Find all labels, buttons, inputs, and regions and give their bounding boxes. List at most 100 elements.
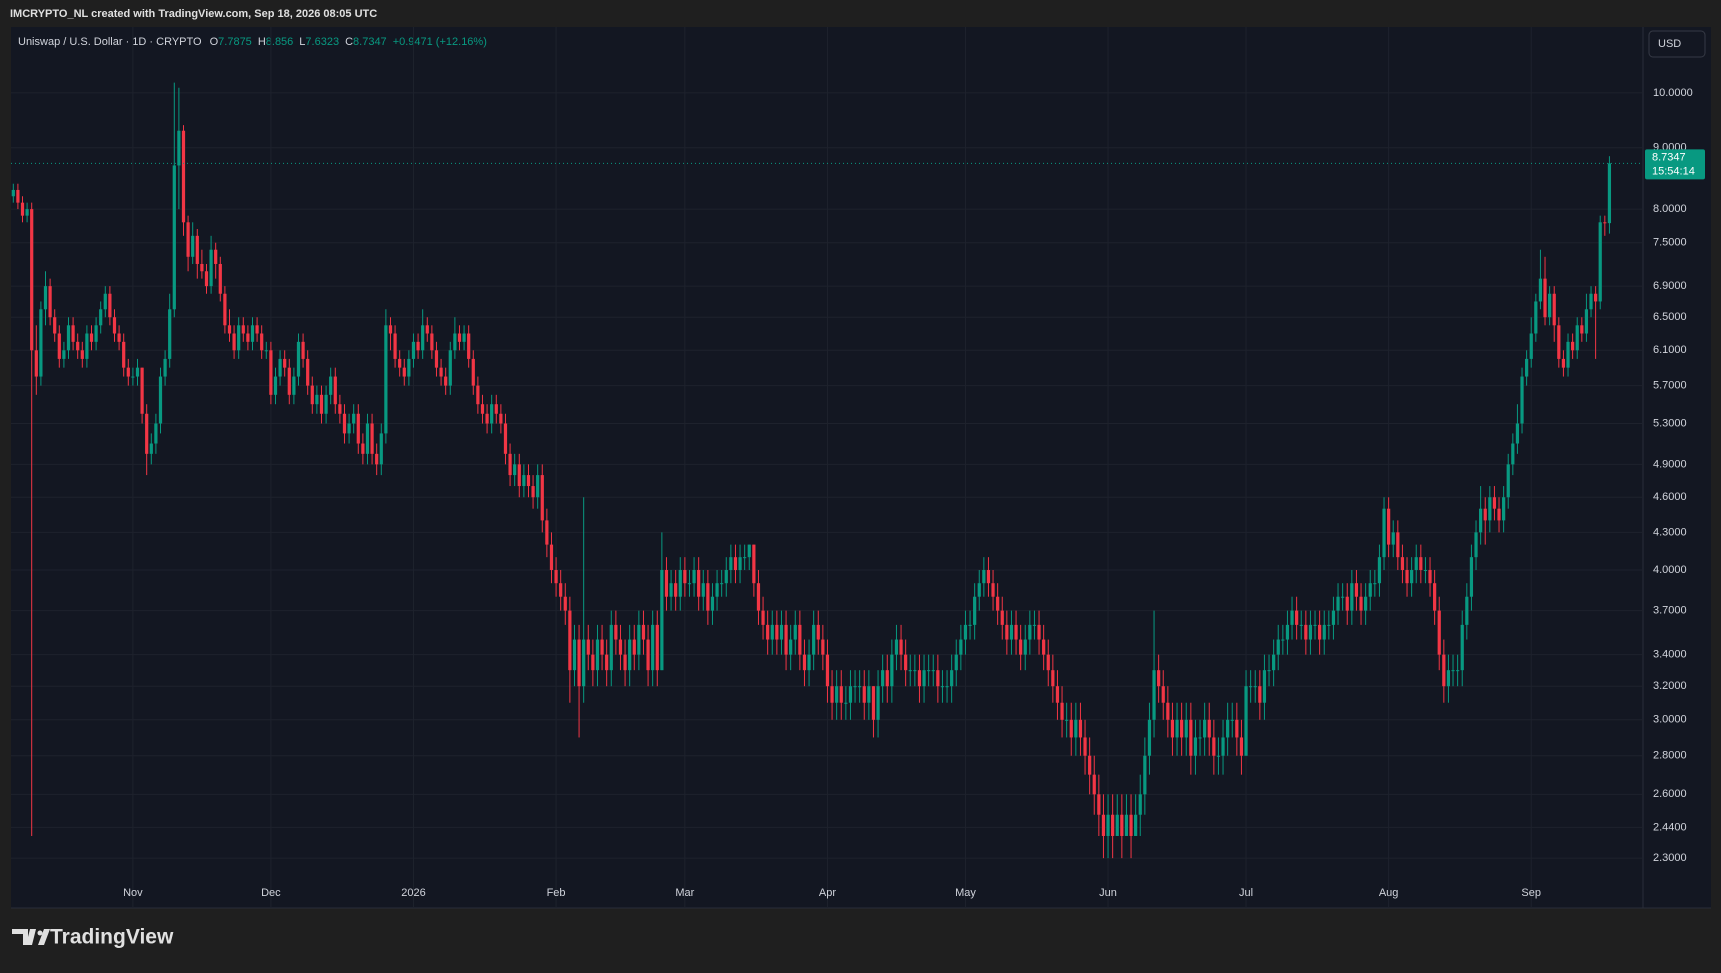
candle-body: [1331, 610, 1336, 625]
candle-body: [959, 639, 963, 655]
candle-body: [761, 610, 765, 625]
candle-body: [1492, 497, 1497, 509]
tv-logo: [12, 929, 50, 945]
ohlc-letter: L: [299, 36, 305, 48]
candle-body: [227, 325, 232, 334]
candle-body: [122, 341, 126, 368]
candle-body: [641, 624, 646, 640]
candle-body: [1419, 557, 1423, 571]
candle-body: [1157, 670, 1161, 687]
candle-body: [416, 341, 420, 351]
ohlc-value: 8.856: [266, 36, 294, 48]
candle-body: [1589, 293, 1593, 310]
candle-body: [885, 670, 889, 687]
candle-body: [471, 358, 475, 386]
candle-body: [867, 686, 871, 703]
candle-body: [1175, 719, 1179, 738]
candle-body: [1364, 596, 1368, 611]
candle-body: [1506, 464, 1510, 498]
candle-body: [232, 333, 236, 351]
x-tick-label: Jul: [1239, 887, 1253, 899]
candle-body: [444, 376, 448, 386]
candle-body: [209, 249, 213, 287]
candle-body: [1313, 624, 1317, 626]
candle-body: [1235, 719, 1239, 738]
candle-body: [1543, 278, 1547, 318]
candle-body: [1203, 719, 1207, 738]
candle-body: [1561, 358, 1566, 368]
candle-body: [1055, 686, 1060, 703]
candle-body: [1207, 719, 1211, 738]
candle-body: [319, 394, 324, 414]
ohlc-value: 7.6323: [305, 36, 339, 48]
candle-body: [963, 624, 968, 640]
x-tick-label: Dec: [261, 887, 281, 899]
candle-body: [1575, 325, 1579, 351]
candle-body: [591, 654, 595, 671]
symbol-legend: Uniswap / U.S. Dollar · 1D · CRYPTO O7.78…: [18, 36, 487, 48]
candle-body: [94, 325, 98, 342]
brand: TradingView: [50, 926, 174, 949]
candle-body: [1193, 737, 1198, 756]
candle-body: [1272, 654, 1276, 671]
candle-body: [623, 654, 627, 671]
candle-body: [16, 189, 20, 203]
candle-body: [660, 570, 664, 671]
candle-body: [586, 639, 590, 655]
candle-body: [296, 341, 301, 377]
candle-body: [1023, 639, 1027, 655]
candle-body: [448, 350, 452, 386]
candle-body: [1115, 814, 1119, 836]
candle-body: [490, 404, 494, 424]
candle-body: [1400, 557, 1405, 571]
candle-body: [752, 544, 756, 584]
candle-body: [1318, 624, 1322, 640]
candle-body: [1000, 610, 1004, 625]
candle-body: [1088, 755, 1092, 775]
candle-body: [1147, 719, 1152, 756]
candle-body: [430, 333, 434, 351]
candle-body: [287, 367, 291, 395]
x-tick-label: Feb: [547, 887, 566, 899]
candle-body: [172, 165, 176, 310]
candle-body: [1520, 376, 1524, 424]
candle-body: [1410, 570, 1414, 584]
currency-button[interactable]: [1648, 30, 1706, 58]
candle-body: [365, 423, 370, 454]
candle-body: [370, 423, 374, 454]
candle-body: [1322, 624, 1326, 640]
candle-body: [1511, 443, 1515, 465]
candle-body: [1377, 557, 1382, 584]
candle-body: [1479, 508, 1483, 533]
candle-body: [1249, 686, 1253, 688]
candle-body: [1138, 794, 1142, 815]
candle-body: [485, 413, 489, 424]
candle-body: [1566, 341, 1570, 368]
candle-body: [991, 583, 995, 597]
candle-body: [306, 358, 310, 386]
candle-body: [816, 624, 820, 640]
candle-body: [301, 341, 305, 359]
candle-body: [310, 385, 314, 405]
candle-body: [637, 624, 641, 655]
candle-body: [812, 624, 816, 655]
candle-body: [352, 413, 356, 424]
candle-body: [517, 464, 521, 487]
candle-body: [798, 624, 802, 655]
candle-body: [1460, 624, 1464, 671]
candle-body: [1341, 596, 1345, 598]
candle-body: [462, 333, 466, 342]
candle-body: [30, 209, 34, 351]
candle-body: [830, 686, 834, 703]
candle-body: [1239, 737, 1244, 756]
candle-body: [600, 639, 604, 655]
candle-body: [1497, 508, 1501, 521]
y-tick-label: 2.6000: [1653, 788, 1687, 800]
y-tick-label: 5.3000: [1653, 417, 1687, 429]
candle-body: [53, 317, 57, 334]
candle-body: [899, 639, 903, 655]
candle-body: [609, 624, 613, 671]
candle-body: [825, 654, 830, 687]
candle-body: [356, 413, 360, 444]
candle-body: [200, 263, 204, 272]
